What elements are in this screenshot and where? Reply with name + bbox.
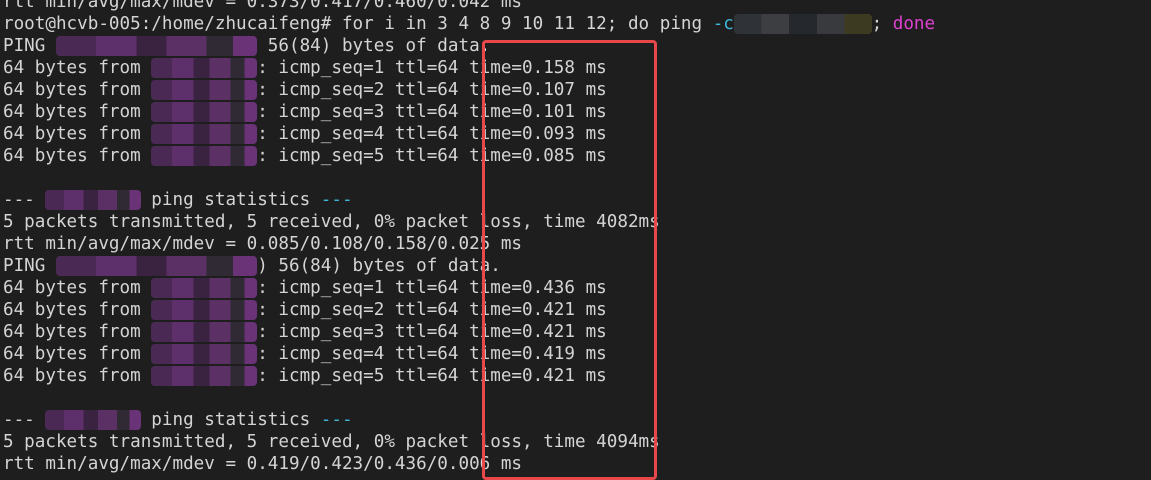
terminal-text: ; <box>871 14 893 34</box>
redacted-address <box>151 102 258 122</box>
redacted-address <box>733 14 872 34</box>
terminal-text: PING <box>3 256 56 276</box>
terminal-line: PING 56(84) bytes of data. <box>3 35 490 57</box>
terminal-text: --- <box>3 410 46 430</box>
terminal-text: PING <box>3 36 56 56</box>
terminal-text: done <box>892 14 936 34</box>
terminal-line: 64 bytes from : icmp_seq=4 ttl=64 time=0… <box>3 123 607 145</box>
terminal-line: 64 bytes from : icmp_seq=1 ttl=64 time=0… <box>3 57 607 79</box>
terminal-line: 64 bytes from : icmp_seq=2 ttl=64 time=0… <box>3 79 607 101</box>
redacted-address <box>45 190 141 210</box>
terminal-text: --- <box>320 410 353 430</box>
terminal-text: root@hcvb-005:/home/zhucaifeng# for i in… <box>3 14 713 34</box>
terminal-line: --- ping statistics --- <box>3 409 353 431</box>
terminal-text: 56(84) bytes of data. <box>257 36 491 56</box>
redacted-address <box>151 322 258 342</box>
redacted-address <box>55 36 258 56</box>
terminal-text: 64 bytes from <box>3 58 152 78</box>
terminal-text: -c <box>712 14 734 34</box>
terminal-line: rtt min/avg/max/mdev = 0.373/0.417/0.460… <box>3 0 522 13</box>
redacted-address <box>151 300 258 320</box>
redacted-address <box>55 256 258 276</box>
terminal-text: ping statistics <box>140 190 321 210</box>
terminal-line: 64 bytes from : icmp_seq=5 ttl=64 time=0… <box>3 365 607 387</box>
terminal-text: ping statistics <box>140 410 321 430</box>
terminal-text: 5 packets transmitted, 5 received, 0% pa… <box>3 432 660 452</box>
terminal-text: : icmp_seq=3 ttl=64 time=0.101 ms <box>257 102 607 122</box>
terminal-text: 64 bytes from <box>3 146 152 166</box>
terminal-line: 64 bytes from : icmp_seq=3 ttl=64 time=0… <box>3 321 607 343</box>
terminal-line: 64 bytes from : icmp_seq=3 ttl=64 time=0… <box>3 101 607 123</box>
terminal-line: 64 bytes from : icmp_seq=4 ttl=64 time=0… <box>3 343 607 365</box>
terminal-text: ) 56(84) bytes of data. <box>257 256 501 276</box>
terminal-text: : icmp_seq=1 ttl=64 time=0.158 ms <box>257 58 607 78</box>
terminal-text: rtt min/avg/max/mdev = 0.419/0.423/0.436… <box>3 454 523 474</box>
terminal-line: PING ) 56(84) bytes of data. <box>3 255 501 277</box>
terminal-text: --- <box>3 190 46 210</box>
terminal-text: : icmp_seq=5 ttl=64 time=0.085 ms <box>257 146 607 166</box>
terminal-text: rtt min/avg/max/mdev = 0.085/0.108/0.158… <box>3 234 523 254</box>
terminal-text: 64 bytes from <box>3 124 152 144</box>
terminal-text: : icmp_seq=4 ttl=64 time=0.093 ms <box>257 124 607 144</box>
terminal-text: 64 bytes from <box>3 278 152 298</box>
terminal-text: : icmp_seq=4 ttl=64 time=0.419 ms <box>257 344 607 364</box>
terminal-text: --- <box>320 190 353 210</box>
terminal-text: 64 bytes from <box>3 80 152 100</box>
terminal-line: --- ping statistics --- <box>3 189 353 211</box>
terminal-text: 64 bytes from <box>3 102 152 122</box>
redacted-address <box>151 344 258 364</box>
terminal-text: : icmp_seq=2 ttl=64 time=0.107 ms <box>257 80 607 100</box>
redacted-address <box>151 124 258 144</box>
redacted-address <box>45 410 141 430</box>
terminal-line: 64 bytes from : icmp_seq=2 ttl=64 time=0… <box>3 299 607 321</box>
redacted-address <box>151 366 258 386</box>
terminal-text: 5 packets transmitted, 5 received, 0% pa… <box>3 212 660 232</box>
terminal-text: : icmp_seq=2 ttl=64 time=0.421 ms <box>257 300 607 320</box>
terminal-text: : icmp_seq=5 ttl=64 time=0.421 ms <box>257 366 607 386</box>
terminal-line: rtt min/avg/max/mdev = 0.085/0.108/0.158… <box>3 233 522 255</box>
terminal-text: : icmp_seq=1 ttl=64 time=0.436 ms <box>257 278 607 298</box>
terminal-line: 64 bytes from : icmp_seq=1 ttl=64 time=0… <box>3 277 607 299</box>
terminal-text: : icmp_seq=3 ttl=64 time=0.421 ms <box>257 322 607 342</box>
terminal-text: 64 bytes from <box>3 344 152 364</box>
terminal-line: root@hcvb-005:/home/zhucaifeng# for i in… <box>3 13 935 35</box>
terminal-text: 64 bytes from <box>3 322 152 342</box>
terminal-line: 64 bytes from : icmp_seq=5 ttl=64 time=0… <box>3 145 607 167</box>
terminal-text: 64 bytes from <box>3 366 152 386</box>
terminal-text: 64 bytes from <box>3 300 152 320</box>
highlight-box <box>482 40 657 480</box>
redacted-address <box>151 146 258 166</box>
redacted-address <box>151 278 258 298</box>
terminal-text: rtt min/avg/max/mdev = 0.373/0.417/0.460… <box>3 0 523 12</box>
redacted-address <box>151 58 258 78</box>
terminal-line: 5 packets transmitted, 5 received, 0% pa… <box>3 431 660 453</box>
redacted-address <box>151 80 258 100</box>
terminal-line: 5 packets transmitted, 5 received, 0% pa… <box>3 211 660 233</box>
terminal-line: rtt min/avg/max/mdev = 0.419/0.423/0.436… <box>3 453 522 475</box>
